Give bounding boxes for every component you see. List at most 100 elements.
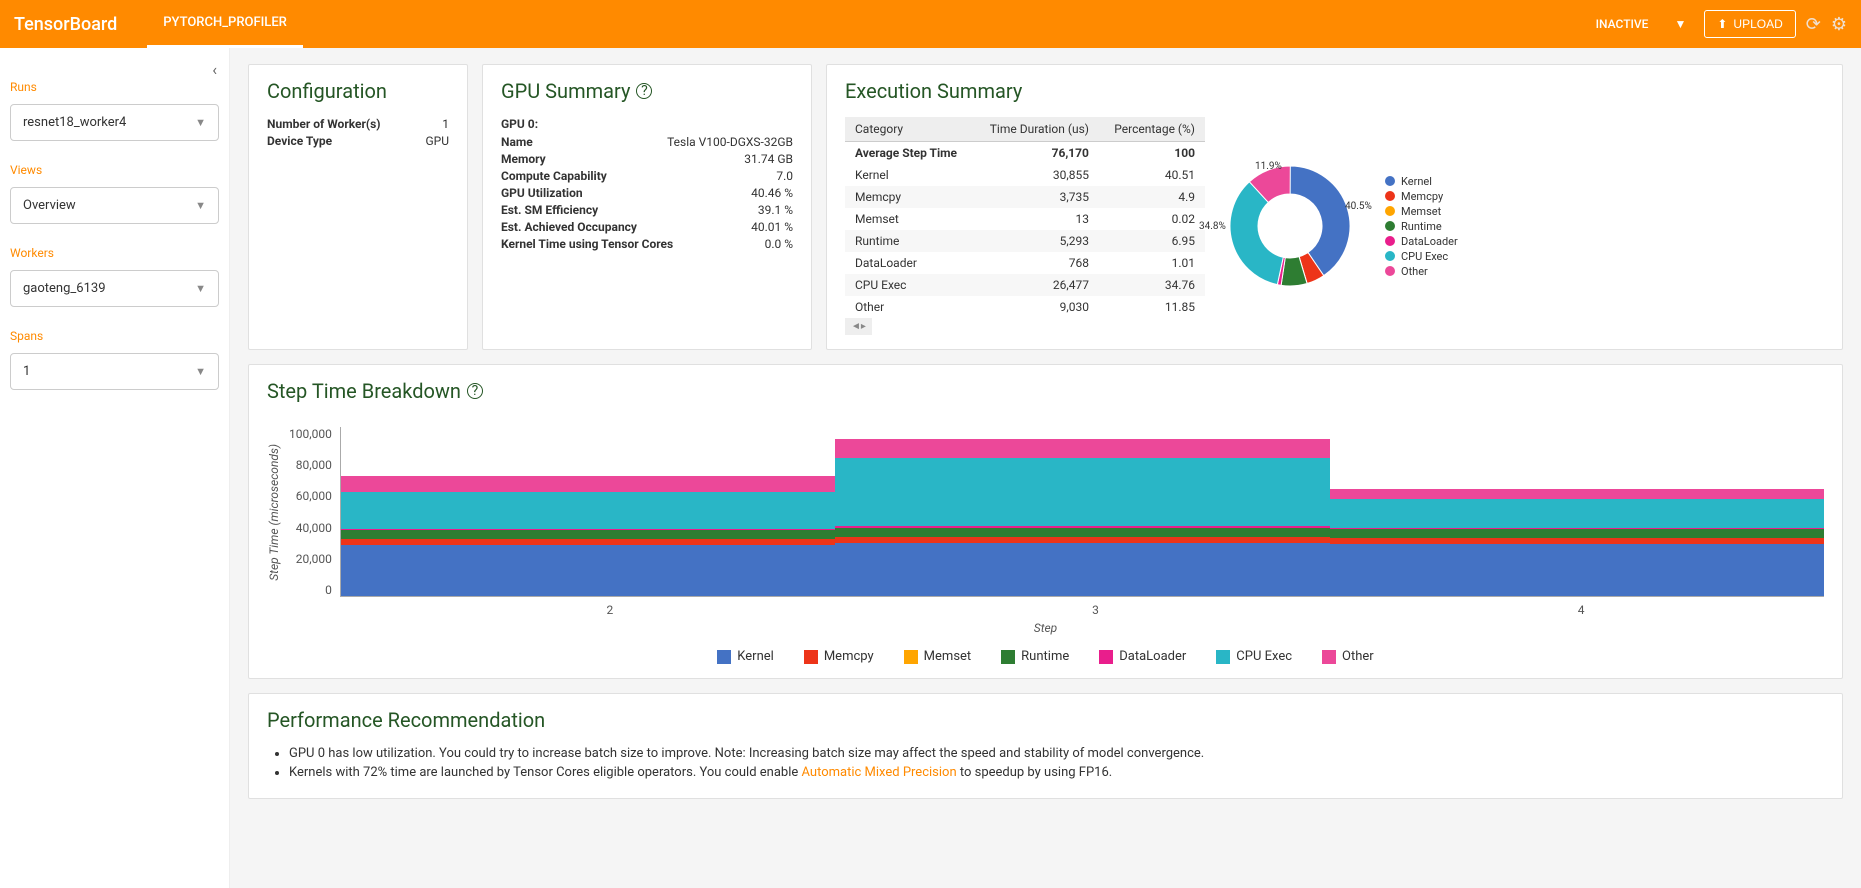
table-row: Memset130.02 bbox=[845, 208, 1205, 230]
perf-link[interactable]: Automatic Mixed Precision bbox=[802, 765, 957, 780]
gpu-row: Memory31.74 GB bbox=[501, 152, 793, 166]
donut-label: 11.9% bbox=[1255, 161, 1282, 172]
perf-card: Performance Recommendation GPU 0 has low… bbox=[248, 693, 1843, 799]
legend-item[interactable]: CPU Exec bbox=[1216, 649, 1292, 664]
workers-value: gaoteng_6139 bbox=[23, 281, 106, 296]
brand-title: TensorBoard bbox=[14, 14, 117, 35]
collapse-icon[interactable]: ‹ bbox=[212, 60, 217, 79]
perf-title: Performance Recommendation bbox=[267, 708, 1824, 732]
exec-title: Execution Summary bbox=[845, 79, 1824, 103]
y-tick: 100,000 bbox=[289, 427, 332, 441]
inactive-dropdown[interactable]: INACTIVE ▼ bbox=[1588, 13, 1695, 35]
tab-pytorch-profiler[interactable]: PYTORCH_PROFILER bbox=[147, 0, 303, 48]
gpu-summary-card: GPU Summary? GPU 0: NameTesla V100-DGXS-… bbox=[482, 64, 812, 350]
legend-item: Memset bbox=[1385, 205, 1458, 218]
config-card: Configuration Number of Worker(s)1 Device… bbox=[248, 64, 468, 350]
legend-item[interactable]: Runtime bbox=[1001, 649, 1069, 664]
y-tick: 40,000 bbox=[296, 521, 332, 535]
donut-label: 34.8% bbox=[1199, 221, 1226, 232]
gpu-row: Compute Capability7.0 bbox=[501, 169, 793, 183]
table-header: Category bbox=[845, 117, 973, 142]
table-header: Percentage (%) bbox=[1099, 117, 1205, 142]
upload-button[interactable]: ⬆ UPLOAD bbox=[1704, 10, 1795, 38]
gpu-row: Est. Achieved Occupancy40.01 % bbox=[501, 220, 793, 234]
step-bar bbox=[835, 427, 1329, 596]
x-axis-label: Step bbox=[267, 621, 1824, 635]
gear-icon[interactable]: ⚙ bbox=[1831, 14, 1847, 35]
step-title: Step Time Breakdown? bbox=[267, 379, 1824, 403]
donut-legend: Kernel Memcpy Memset Runtime DataLoader CPU E… bbox=[1385, 175, 1458, 278]
x-tick: 3 bbox=[853, 597, 1339, 617]
step-bar bbox=[1330, 427, 1824, 596]
help-icon[interactable]: ? bbox=[467, 383, 483, 399]
spans-select[interactable]: 1▼ bbox=[10, 353, 219, 390]
legend-item: Runtime bbox=[1385, 220, 1458, 233]
legend-item: Other bbox=[1385, 265, 1458, 278]
gpu-row: GPU Utilization40.46 % bbox=[501, 186, 793, 200]
gpu-row: Est. SM Efficiency39.1 % bbox=[501, 203, 793, 217]
step-bar bbox=[341, 427, 835, 596]
chevron-down-icon: ▼ bbox=[195, 199, 206, 212]
workers-select[interactable]: gaoteng_6139 ▼ bbox=[10, 270, 219, 307]
gpu-title: GPU Summary? bbox=[501, 79, 793, 103]
step-chart bbox=[340, 427, 1824, 597]
views-value: Overview bbox=[23, 198, 76, 213]
x-axis: 234 bbox=[367, 597, 1824, 617]
gpu-head: GPU 0: bbox=[501, 117, 793, 131]
donut-chart: 40.5%34.8%11.9% bbox=[1225, 161, 1355, 291]
upload-icon: ⬆ bbox=[1717, 17, 1727, 31]
table-row: Other9,03011.85 bbox=[845, 296, 1205, 318]
y-tick: 0 bbox=[325, 583, 332, 597]
upload-label: UPLOAD bbox=[1733, 17, 1782, 31]
gpu-row: Kernel Time using Tensor Cores0.0 % bbox=[501, 237, 793, 251]
sidebar: ‹ Runs resnet18_worker4▼ Views Overview▼… bbox=[0, 48, 230, 888]
spans-value: 1 bbox=[23, 364, 30, 379]
workers-label: Workers bbox=[10, 246, 219, 260]
x-tick: 2 bbox=[367, 597, 853, 617]
perf-item: Kernels with 72% time are launched by Te… bbox=[289, 765, 1824, 780]
legend-item: CPU Exec bbox=[1385, 250, 1458, 263]
y-tick: 60,000 bbox=[296, 489, 332, 503]
config-row: Number of Worker(s)1 bbox=[267, 117, 449, 131]
donut-label: 40.5% bbox=[1345, 201, 1372, 212]
chevron-down-icon: ▼ bbox=[195, 116, 206, 129]
table-header: Time Duration (us) bbox=[973, 117, 1098, 142]
content-area: Configuration Number of Worker(s)1 Device… bbox=[230, 48, 1861, 888]
legend-item[interactable]: Other bbox=[1322, 649, 1374, 664]
table-row: DataLoader7681.01 bbox=[845, 252, 1205, 274]
y-tick: 80,000 bbox=[296, 458, 332, 472]
perf-list: GPU 0 has low utilization. You could try… bbox=[289, 746, 1824, 780]
legend-item: Memcpy bbox=[1385, 190, 1458, 203]
runs-select[interactable]: resnet18_worker4 ▼ bbox=[10, 104, 219, 141]
help-icon[interactable]: ? bbox=[636, 83, 652, 99]
perf-item: GPU 0 has low utilization. You could try… bbox=[289, 746, 1824, 761]
chevron-down-icon: ▼ bbox=[195, 282, 206, 295]
table-pager[interactable]: ◄▸ bbox=[845, 318, 872, 335]
spans-label: Spans bbox=[10, 329, 219, 343]
y-tick: 20,000 bbox=[296, 552, 332, 566]
exec-summary-card: Execution Summary CategoryTime Duration … bbox=[826, 64, 1843, 350]
chevron-down-icon: ▼ bbox=[195, 365, 206, 378]
table-row: Memcpy3,7354.9 bbox=[845, 186, 1205, 208]
x-tick: 4 bbox=[1338, 597, 1824, 617]
legend-item: Kernel bbox=[1385, 175, 1458, 188]
app-header: TensorBoard PYTORCH_PROFILER INACTIVE ▼ … bbox=[0, 0, 1861, 48]
legend-item[interactable]: DataLoader bbox=[1099, 649, 1186, 664]
legend-item[interactable]: Memcpy bbox=[804, 649, 874, 664]
legend-item[interactable]: Kernel bbox=[717, 649, 774, 664]
step-breakdown-card: Step Time Breakdown? Step Time (microsec… bbox=[248, 364, 1843, 679]
reload-icon[interactable]: ⟳ bbox=[1806, 14, 1821, 35]
legend-item: DataLoader bbox=[1385, 235, 1458, 248]
views-label: Views bbox=[10, 163, 219, 177]
legend-item[interactable]: Memset bbox=[904, 649, 972, 664]
inactive-label: INACTIVE bbox=[1596, 17, 1649, 31]
views-select[interactable]: Overview ▼ bbox=[10, 187, 219, 224]
table-row: CPU Exec26,47734.76 bbox=[845, 274, 1205, 296]
config-title: Configuration bbox=[267, 79, 449, 103]
donut-wrap: 40.5%34.8%11.9% Kernel Memcpy Memset Runtim… bbox=[1225, 117, 1458, 335]
runs-value: resnet18_worker4 bbox=[23, 115, 126, 130]
y-axis-label: Step Time (microseconds) bbox=[267, 444, 281, 581]
table-row: Kernel30,85540.51 bbox=[845, 164, 1205, 186]
y-axis: 100,000 80,000 60,000 40,000 20,000 0 bbox=[289, 427, 340, 597]
config-row: Device TypeGPU bbox=[267, 134, 449, 148]
